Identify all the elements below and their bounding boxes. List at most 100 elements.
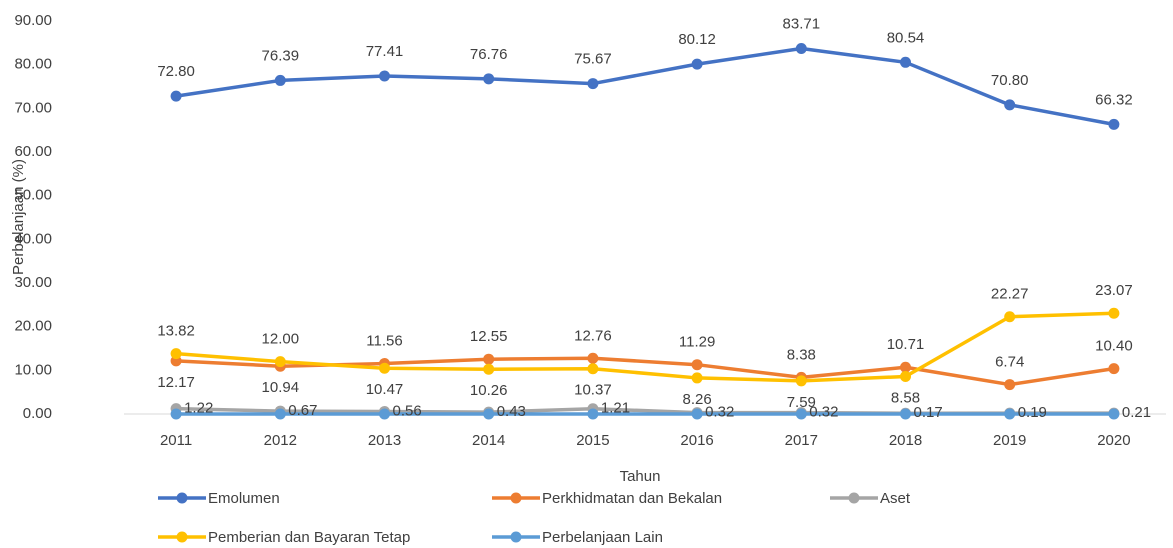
data-label: 0.32	[809, 404, 838, 421]
data-label: 0.32	[705, 404, 734, 421]
y-tick-label: 60.00	[14, 143, 52, 160]
data-label: 80.54	[887, 29, 925, 46]
data-label: 12.17	[157, 374, 195, 391]
data-point	[587, 363, 599, 375]
data-point	[587, 78, 599, 90]
legend-marker	[510, 531, 522, 543]
x-tick-label: 2017	[785, 432, 818, 449]
data-point	[274, 74, 286, 86]
data-label: 12.76	[574, 327, 612, 344]
data-label: 12.55	[470, 328, 508, 345]
x-tick-label: 2015	[576, 432, 609, 449]
y-tick-label: 40.00	[14, 230, 52, 247]
data-point	[379, 362, 390, 374]
data-label: 76.39	[262, 47, 300, 64]
data-point	[795, 408, 807, 420]
data-label: 0.21	[1122, 404, 1151, 421]
data-label: 8.26	[682, 391, 711, 408]
data-point	[483, 363, 495, 375]
x-tick-label: 2011	[160, 432, 192, 449]
data-point	[900, 361, 911, 373]
data-label: 22.27	[991, 286, 1029, 303]
data-label: 0.17	[914, 404, 943, 421]
data-label: 10.71	[887, 336, 925, 353]
data-label: 11.56	[366, 332, 402, 349]
legend-marker	[176, 531, 188, 543]
data-point	[170, 348, 182, 360]
data-point	[483, 408, 495, 420]
x-tick-label: 2012	[264, 432, 297, 449]
data-point	[691, 359, 703, 371]
data-point	[900, 371, 911, 383]
data-point	[379, 408, 390, 420]
data-point	[1108, 363, 1120, 375]
data-point	[483, 353, 495, 365]
data-label: 76.76	[470, 46, 508, 63]
data-point	[1004, 311, 1016, 323]
data-point	[1004, 99, 1016, 111]
data-point	[1108, 118, 1120, 130]
y-tick-label: 0.00	[23, 405, 52, 422]
legend-label: Pemberian dan Bayaran Tetap	[208, 529, 410, 546]
data-point	[170, 408, 182, 420]
series-line	[175, 311, 1114, 383]
data-point	[795, 375, 807, 387]
legend-label: Perbelanjaan Lain	[542, 529, 663, 546]
data-point	[691, 408, 703, 420]
data-label: 10.94	[262, 379, 300, 396]
data-label: 12.00	[262, 331, 300, 348]
y-tick-label: 90.00	[14, 12, 52, 29]
y-tick-label: 80.00	[14, 56, 52, 73]
data-point	[691, 58, 703, 70]
y-axis-title: Perbelanjaan (%)	[10, 159, 27, 275]
data-label: 10.37	[574, 382, 612, 399]
data-label: 8.38	[787, 346, 816, 363]
data-point	[1004, 408, 1016, 420]
data-label: 1.22	[184, 400, 213, 417]
data-label: 10.47	[366, 381, 404, 398]
y-tick-label: 50.00	[14, 187, 52, 204]
legend-label: Emolumen	[208, 490, 280, 507]
data-label: 7.59	[787, 394, 816, 411]
data-point	[170, 90, 182, 102]
x-tick-label: 2016	[680, 432, 713, 449]
data-label: 1.21	[601, 400, 630, 417]
data-label: 72.80	[157, 63, 195, 80]
data-label: 23.07	[1095, 282, 1133, 299]
data-point	[379, 70, 390, 82]
data-label: 6.74	[995, 354, 1024, 371]
y-tick-label: 20.00	[14, 318, 52, 335]
data-label: 10.26	[470, 382, 508, 399]
data-label: 10.40	[1095, 338, 1133, 355]
data-point	[795, 42, 807, 54]
data-point	[1004, 379, 1016, 391]
y-tick-label: 70.00	[14, 99, 52, 116]
legend-label: Aset	[880, 490, 911, 507]
data-label: 8.58	[891, 390, 920, 407]
data-point	[691, 372, 703, 384]
data-label: 77.41	[366, 43, 404, 60]
data-point	[587, 352, 599, 364]
data-label: 11.29	[679, 334, 715, 351]
data-point	[483, 73, 495, 85]
x-tick-label: 2018	[889, 432, 922, 449]
data-label: 13.82	[157, 323, 195, 340]
data-point	[274, 356, 286, 368]
data-point	[1108, 307, 1120, 319]
data-label: 0.67	[288, 402, 317, 419]
data-point	[274, 408, 286, 420]
y-tick-label: 30.00	[14, 274, 52, 291]
data-point	[587, 408, 599, 420]
data-label: 83.71	[783, 15, 821, 32]
data-label: 0.56	[393, 403, 422, 420]
x-tick-label: 2013	[368, 432, 401, 449]
data-point	[1108, 408, 1120, 420]
data-point	[900, 56, 911, 68]
data-point	[900, 408, 911, 420]
x-tick-label: 2014	[472, 432, 505, 449]
x-tick-label: 2019	[993, 432, 1026, 449]
x-axis-title: Tahun	[620, 468, 661, 485]
legend-label: Perkhidmatan dan Bekalan	[542, 490, 722, 507]
data-label: 66.32	[1095, 91, 1133, 108]
data-label: 0.19	[1018, 404, 1047, 421]
